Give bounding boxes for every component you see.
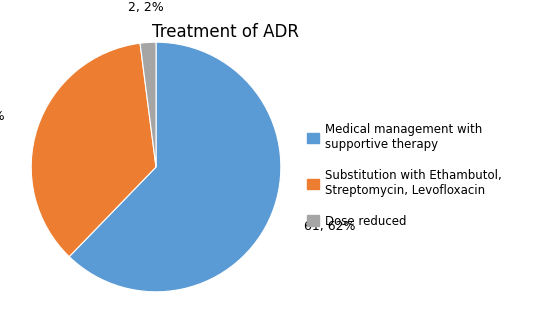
Text: 2, 2%: 2, 2%: [128, 1, 164, 14]
Wedge shape: [69, 42, 281, 292]
Text: 35, 36%: 35, 36%: [0, 110, 4, 123]
Wedge shape: [140, 42, 156, 167]
Text: 61, 62%: 61, 62%: [304, 220, 356, 233]
Legend: Medical management with
supportive therapy, Substitution with Ethambutol,
Strept: Medical management with supportive thera…: [307, 123, 501, 227]
Text: Treatment of ADR: Treatment of ADR: [152, 23, 300, 41]
Wedge shape: [31, 43, 156, 257]
